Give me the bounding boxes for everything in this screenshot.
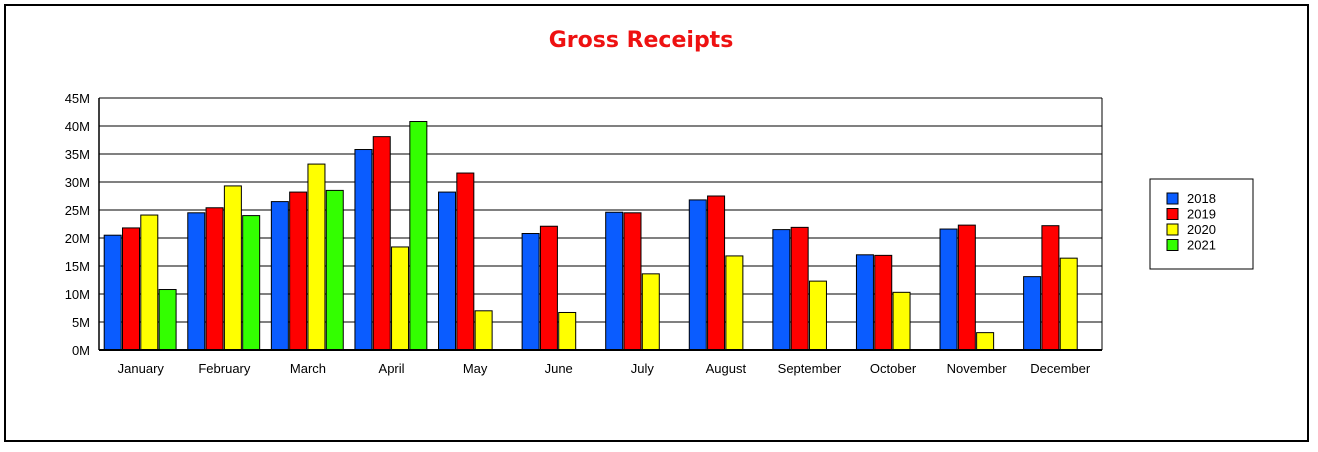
x-tick-label: August xyxy=(706,361,747,376)
x-tick-label: November xyxy=(947,361,1008,376)
legend-label-2019: 2019 xyxy=(1187,207,1216,222)
bar-2021-february xyxy=(242,215,261,351)
bar-2020-january xyxy=(140,214,159,351)
bar-2019-september xyxy=(790,226,809,351)
bar-2018-january xyxy=(103,234,122,351)
bar-2018-november xyxy=(939,228,958,351)
y-tick-label: 10M xyxy=(65,287,90,302)
x-tick-label: April xyxy=(379,361,405,376)
bar-2020-december xyxy=(1059,257,1078,351)
bar-2018-september xyxy=(772,229,791,351)
bar-2019-may xyxy=(456,172,475,351)
bar-2020-november xyxy=(976,332,995,351)
x-tick-label: October xyxy=(870,361,917,376)
legend-swatch-2019 xyxy=(1166,208,1179,220)
x-tick-label: September xyxy=(778,361,842,376)
bar-2020-september xyxy=(808,280,827,351)
bar-2019-october xyxy=(874,254,893,351)
bar-2020-april xyxy=(391,246,410,351)
bar-2018-july xyxy=(605,211,624,351)
bar-2019-july xyxy=(623,212,642,351)
y-tick-label: 25M xyxy=(65,203,90,218)
legend-swatch-2020 xyxy=(1166,223,1179,236)
legend-label-2020: 2020 xyxy=(1187,222,1216,237)
y-tick-label: 0M xyxy=(72,343,90,358)
legend-label-2018: 2018 xyxy=(1187,191,1216,206)
bar-2018-june xyxy=(521,233,540,351)
y-tick-label: 20M xyxy=(65,231,90,246)
x-tick-label: March xyxy=(290,361,326,376)
bar-2021-april xyxy=(409,121,428,351)
bar-2018-february xyxy=(187,212,206,351)
bar-2019-march xyxy=(289,191,308,351)
y-tick-label: 5M xyxy=(72,315,90,330)
bar-2018-march xyxy=(270,201,289,351)
bar-2019-december xyxy=(1041,225,1060,351)
bar-2019-june xyxy=(539,225,558,351)
legend-label-2021: 2021 xyxy=(1187,238,1216,253)
y-tick-label: 30M xyxy=(65,175,90,190)
bar-2021-january xyxy=(158,289,177,351)
x-tick-label: June xyxy=(545,361,573,376)
bar-2020-october xyxy=(892,291,911,351)
bar-2020-march xyxy=(307,163,326,351)
bar-2018-december xyxy=(1023,276,1042,351)
bar-2020-may xyxy=(474,310,493,351)
bar-2019-august xyxy=(707,195,726,351)
bar-2020-august xyxy=(725,255,744,351)
y-tick-label: 35M xyxy=(65,147,90,162)
x-tick-label: January xyxy=(118,361,165,376)
bar-2020-july xyxy=(641,273,660,351)
y-tick-label: 15M xyxy=(65,259,90,274)
bar-2019-april xyxy=(372,136,391,351)
bar-2018-may xyxy=(438,191,457,351)
x-tick-label: February xyxy=(198,361,251,376)
bar-2020-june xyxy=(558,311,577,351)
bar-2019-february xyxy=(205,207,224,351)
x-axis-tick-labels: January February March April May June July Augu… xyxy=(118,361,1091,376)
y-tick-label: 40M xyxy=(65,119,90,134)
bar-2019-january xyxy=(121,227,140,351)
gridlines xyxy=(99,97,1102,351)
chart-title: Gross Receipts xyxy=(548,28,734,53)
x-tick-label: July xyxy=(631,361,655,376)
legend-swatch-2018 xyxy=(1166,192,1179,205)
bar-2021-march xyxy=(325,189,344,351)
bar-2020-february xyxy=(223,185,242,351)
bar-2018-august xyxy=(688,199,707,351)
x-tick-label: May xyxy=(463,361,488,376)
x-tick-label: December xyxy=(1030,361,1091,376)
bar-2019-november xyxy=(957,224,976,351)
y-tick-label: 45M xyxy=(65,91,90,106)
bars xyxy=(103,121,1078,351)
bar-2018-april xyxy=(354,149,373,351)
bar-2018-october xyxy=(855,254,874,351)
y-axis-tick-labels: 0M 5M 10M 15M 20M 25M 30M 35M 40M 45M xyxy=(65,91,90,358)
legend-swatch-2021 xyxy=(1166,239,1179,251)
axes xyxy=(98,98,1103,351)
